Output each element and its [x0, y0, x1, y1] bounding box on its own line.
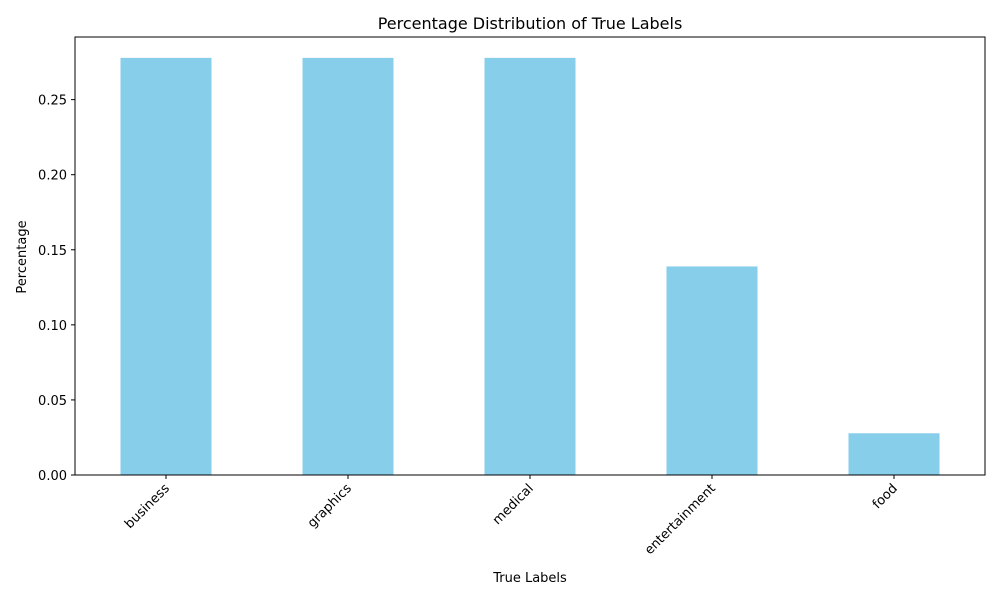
y-tick-label: 0.25 — [38, 94, 67, 109]
y-tick-label: 0.00 — [38, 469, 67, 484]
bar-food — [848, 433, 940, 475]
x-tick-label: medical — [490, 481, 537, 528]
bar-business — [120, 57, 212, 475]
bar-medical — [484, 57, 576, 475]
bar-graphics — [302, 57, 394, 475]
y-axis: 0.00 0.05 0.10 0.15 0.20 0.25 — [38, 94, 75, 484]
x-tick-label: food — [870, 481, 901, 512]
plot-frame — [74, 36, 986, 476]
chart-title: Percentage Distribution of True Labels — [378, 14, 683, 33]
y-axis-label: Percentage — [15, 220, 30, 293]
y-tick-label: 0.20 — [38, 169, 67, 184]
x-tick-label: business — [122, 481, 173, 532]
y-tick-label: 0.10 — [38, 319, 67, 334]
y-tick-label: 0.15 — [38, 244, 67, 259]
y-tick-label: 0.05 — [38, 394, 67, 409]
bars-group — [120, 57, 940, 475]
bar-entertainment — [666, 266, 758, 475]
x-axis-label: True Labels — [492, 571, 567, 586]
x-axis: business graphics medical entertainment food — [122, 475, 901, 558]
x-tick-label: graphics — [305, 481, 355, 531]
x-tick-label: entertainment — [642, 481, 719, 558]
